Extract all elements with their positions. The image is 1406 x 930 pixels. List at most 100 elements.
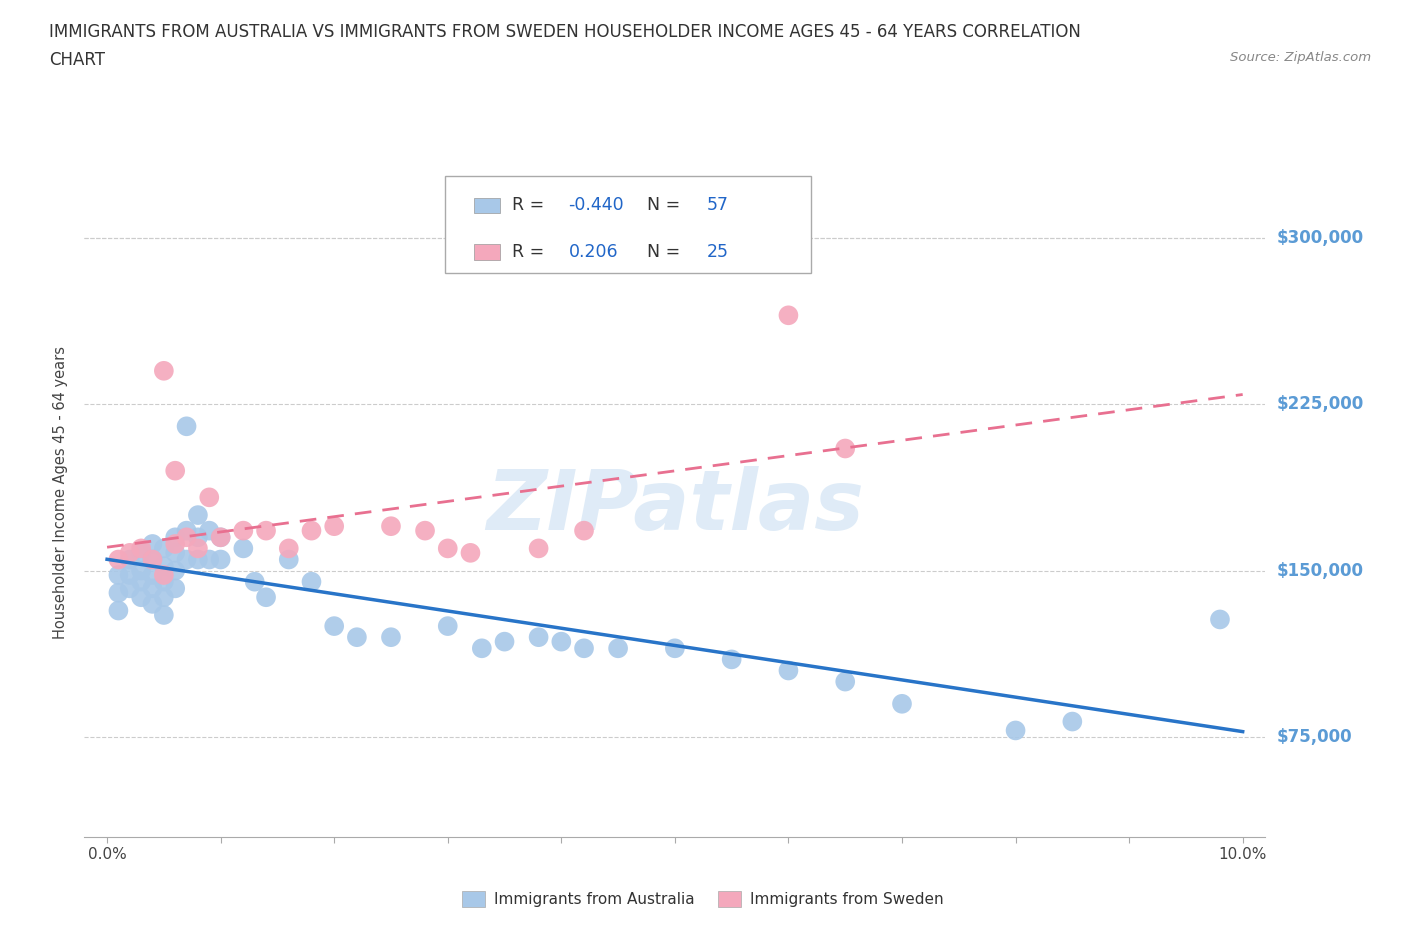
FancyBboxPatch shape xyxy=(444,177,811,272)
Y-axis label: Householder Income Ages 45 - 64 years: Householder Income Ages 45 - 64 years xyxy=(53,346,69,640)
Point xyxy=(834,441,856,456)
Point xyxy=(165,581,187,596)
Point xyxy=(471,641,494,656)
Point xyxy=(187,552,209,567)
Text: 25: 25 xyxy=(707,243,728,261)
Text: $225,000: $225,000 xyxy=(1277,395,1364,413)
Point xyxy=(527,541,550,556)
Point xyxy=(436,618,458,633)
Point xyxy=(494,634,516,649)
Point xyxy=(232,524,254,538)
Point xyxy=(129,545,152,560)
Point xyxy=(141,596,163,611)
Point xyxy=(153,541,176,556)
Text: N =: N = xyxy=(636,196,686,214)
Point xyxy=(165,564,187,578)
Point xyxy=(129,574,152,589)
Point xyxy=(550,634,572,649)
Point xyxy=(118,545,141,560)
Point xyxy=(607,641,630,656)
Point xyxy=(165,545,187,560)
Point xyxy=(254,590,277,604)
Point xyxy=(834,674,856,689)
Point xyxy=(129,541,152,556)
Point xyxy=(165,463,187,478)
Point xyxy=(187,530,209,545)
Point xyxy=(346,630,368,644)
Point xyxy=(118,552,141,567)
Point xyxy=(380,519,402,534)
Point xyxy=(891,697,914,711)
Text: $300,000: $300,000 xyxy=(1277,229,1364,246)
Text: Source: ZipAtlas.com: Source: ZipAtlas.com xyxy=(1230,51,1371,64)
Point xyxy=(198,490,221,505)
Point xyxy=(176,530,198,545)
Text: ZIPatlas: ZIPatlas xyxy=(486,466,863,547)
Point xyxy=(141,552,163,567)
Point xyxy=(1062,714,1084,729)
FancyBboxPatch shape xyxy=(474,198,501,213)
Point xyxy=(107,604,129,618)
Point xyxy=(413,524,436,538)
Point xyxy=(254,524,277,538)
Point xyxy=(141,567,163,582)
Point xyxy=(243,574,266,589)
Point xyxy=(1004,723,1026,737)
Text: R =: R = xyxy=(512,243,555,261)
Point xyxy=(720,652,742,667)
Point xyxy=(460,545,482,560)
Text: $150,000: $150,000 xyxy=(1277,562,1364,579)
Point xyxy=(118,581,141,596)
Point xyxy=(323,519,346,534)
Point xyxy=(232,541,254,556)
Point xyxy=(141,581,163,596)
Point xyxy=(153,364,176,379)
Point xyxy=(176,418,198,433)
Point xyxy=(209,530,232,545)
Point xyxy=(153,590,176,604)
Point xyxy=(301,574,323,589)
Point xyxy=(572,641,595,656)
Point xyxy=(527,630,550,644)
Point xyxy=(187,541,209,556)
Point xyxy=(141,552,163,567)
Point xyxy=(1209,612,1232,627)
Text: CHART: CHART xyxy=(49,51,105,69)
Point xyxy=(141,537,163,551)
Text: IMMIGRANTS FROM AUSTRALIA VS IMMIGRANTS FROM SWEDEN HOUSEHOLDER INCOME AGES 45 -: IMMIGRANTS FROM AUSTRALIA VS IMMIGRANTS … xyxy=(49,23,1081,41)
Point xyxy=(165,530,187,545)
Point xyxy=(187,508,209,523)
Point xyxy=(129,590,152,604)
Text: 0.206: 0.206 xyxy=(568,243,619,261)
Point xyxy=(436,541,458,556)
Point xyxy=(209,530,232,545)
Point xyxy=(778,308,800,323)
Point xyxy=(277,541,299,556)
Point xyxy=(198,552,221,567)
Point xyxy=(277,552,299,567)
Text: $75,000: $75,000 xyxy=(1277,728,1353,746)
Text: N =: N = xyxy=(636,243,686,261)
Point xyxy=(107,552,129,567)
Point xyxy=(118,567,141,582)
Point xyxy=(153,567,176,582)
Point xyxy=(107,585,129,600)
Legend: Immigrants from Australia, Immigrants from Sweden: Immigrants from Australia, Immigrants fr… xyxy=(456,884,950,913)
Point xyxy=(664,641,686,656)
FancyBboxPatch shape xyxy=(474,245,501,259)
Text: -0.440: -0.440 xyxy=(568,196,624,214)
Point xyxy=(380,630,402,644)
Point xyxy=(107,567,129,582)
Point xyxy=(153,607,176,622)
Point xyxy=(323,618,346,633)
Point xyxy=(129,564,152,578)
Point xyxy=(209,552,232,567)
Point xyxy=(572,524,595,538)
Point xyxy=(778,663,800,678)
Text: 57: 57 xyxy=(707,196,728,214)
Point xyxy=(153,574,176,589)
Point xyxy=(165,537,187,551)
Point xyxy=(176,524,198,538)
Point xyxy=(301,524,323,538)
Point xyxy=(153,559,176,574)
